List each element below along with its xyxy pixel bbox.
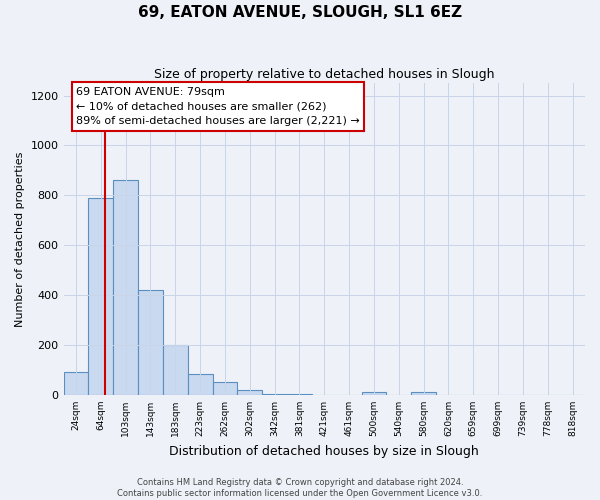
Title: Size of property relative to detached houses in Slough: Size of property relative to detached ho… [154, 68, 494, 80]
Bar [88, 198, 113, 395]
Bar [238, 390, 262, 395]
Bar [287, 394, 312, 395]
Bar [411, 392, 436, 395]
Bar [113, 180, 138, 395]
Bar [362, 392, 386, 395]
Bar [262, 394, 287, 395]
Text: 69, EATON AVENUE, SLOUGH, SL1 6EZ: 69, EATON AVENUE, SLOUGH, SL1 6EZ [138, 5, 462, 20]
Text: 69 EATON AVENUE: 79sqm
← 10% of detached houses are smaller (262)
89% of semi-de: 69 EATON AVENUE: 79sqm ← 10% of detached… [76, 87, 360, 126]
Bar [64, 372, 88, 395]
Bar [163, 345, 188, 395]
Text: Contains HM Land Registry data © Crown copyright and database right 2024.
Contai: Contains HM Land Registry data © Crown c… [118, 478, 482, 498]
Y-axis label: Number of detached properties: Number of detached properties [15, 152, 25, 326]
X-axis label: Distribution of detached houses by size in Slough: Distribution of detached houses by size … [169, 444, 479, 458]
Bar [212, 382, 238, 395]
Bar [138, 290, 163, 395]
Bar [188, 374, 212, 395]
